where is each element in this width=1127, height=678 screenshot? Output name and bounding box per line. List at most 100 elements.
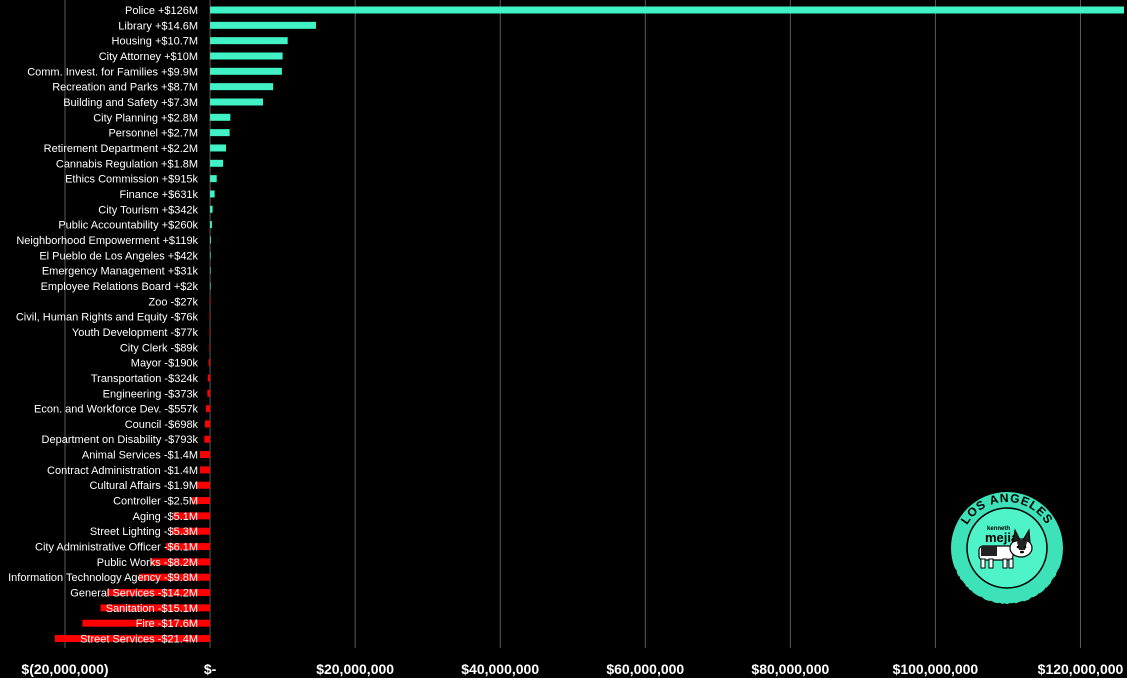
bar bbox=[165, 543, 211, 551]
category-label: Animal Services -$1.4M bbox=[82, 450, 198, 462]
category-label: City Tourism +$342k bbox=[98, 204, 198, 216]
bar bbox=[210, 21, 316, 29]
bar bbox=[199, 466, 211, 474]
bar bbox=[210, 282, 211, 290]
category-label: Public Accountability +$260k bbox=[58, 220, 198, 232]
category-label: Retirement Department +$2.2M bbox=[44, 143, 198, 155]
x-axis-tick-labels: $(20,000,000) $- $20,000,000 $40,000,000 $60… bbox=[21, 661, 1123, 677]
bar bbox=[209, 328, 211, 336]
bar bbox=[210, 175, 217, 183]
logo-name-large: mejia bbox=[985, 530, 1019, 545]
bar bbox=[210, 236, 211, 244]
bar bbox=[208, 359, 211, 367]
category-label: Aging -$5.1M bbox=[133, 511, 198, 523]
bar bbox=[209, 343, 211, 351]
bar bbox=[209, 313, 211, 321]
bar bbox=[205, 420, 211, 428]
bar bbox=[210, 37, 288, 45]
bar bbox=[210, 98, 264, 106]
corgi-mascot-icon bbox=[978, 528, 1033, 569]
bar bbox=[210, 113, 231, 121]
bar bbox=[210, 205, 213, 213]
bar bbox=[210, 221, 212, 229]
category-label: Youth Development -$77k bbox=[72, 327, 199, 339]
bar bbox=[210, 267, 211, 275]
category-label: Employee Relations Board +$2k bbox=[41, 281, 199, 293]
x-tick-label: $- bbox=[204, 661, 217, 677]
x-tick-label: $120,000,000 bbox=[1038, 661, 1124, 677]
bar bbox=[191, 497, 211, 505]
category-label: City Planning +$2.8M bbox=[93, 112, 198, 124]
category-label: City Clerk -$89k bbox=[120, 342, 199, 354]
bar bbox=[173, 512, 211, 520]
category-label: Department on Disability -$793k bbox=[42, 434, 199, 446]
x-tick-label: $80,000,000 bbox=[751, 661, 829, 677]
bar bbox=[210, 251, 211, 259]
bar bbox=[209, 297, 211, 305]
category-label: Housing +$10.7M bbox=[112, 36, 199, 48]
category-label: Engineering -$373k bbox=[103, 388, 199, 400]
gridlines bbox=[64, 0, 1081, 648]
category-label: Public Works -$8.2M bbox=[97, 557, 198, 569]
bar bbox=[210, 144, 227, 152]
category-label: El Pueblo de Los Angeles +$42k bbox=[39, 250, 198, 262]
category-labels: Police +$126M Library +$14.6M Housing +$10… bbox=[8, 5, 198, 646]
bar bbox=[210, 83, 274, 91]
bar bbox=[138, 573, 211, 581]
x-tick-label: $40,000,000 bbox=[461, 661, 539, 677]
bar bbox=[210, 52, 283, 60]
category-label: Sanitation -$15.1M bbox=[106, 603, 198, 615]
category-label: Ethics Commission +$915k bbox=[65, 174, 198, 186]
bar bbox=[54, 635, 211, 643]
bar bbox=[210, 67, 282, 75]
category-label: Emergency Management +$31k bbox=[42, 266, 199, 278]
bar bbox=[204, 435, 211, 443]
category-label: Street Services -$21.4M bbox=[80, 634, 198, 646]
bar bbox=[82, 619, 211, 627]
category-label: Information Technology Agency -$9.8M bbox=[8, 572, 198, 584]
bar bbox=[100, 604, 211, 612]
category-label: Cultural Affairs -$1.9M bbox=[89, 480, 198, 492]
category-label: Controller -$2.5M bbox=[113, 496, 198, 508]
category-label: Police +$126M bbox=[125, 5, 198, 17]
category-label: Contract Administration -$1.4M bbox=[47, 465, 198, 477]
bar bbox=[150, 558, 211, 566]
category-label: Civil, Human Rights and Equity -$76k bbox=[16, 312, 199, 324]
category-label: Personnel +$2.7M bbox=[108, 128, 198, 140]
bars bbox=[54, 6, 1125, 643]
bar bbox=[210, 159, 224, 167]
logo-name-small: kenneth bbox=[987, 526, 1010, 532]
category-label: Neighborhood Empowerment +$119k bbox=[16, 235, 198, 247]
bar bbox=[107, 589, 211, 597]
bar bbox=[206, 405, 211, 413]
x-tick-label: $(20,000,000) bbox=[21, 661, 108, 677]
category-label: Mayor -$190k bbox=[131, 358, 199, 370]
category-label: Econ. and Workforce Dev. -$557k bbox=[34, 404, 199, 416]
category-label: Council -$698k bbox=[125, 419, 199, 431]
x-tick-label: $60,000,000 bbox=[606, 661, 684, 677]
category-label: Transportation -$324k bbox=[91, 373, 199, 385]
category-label: Street Lighting -$5.3M bbox=[90, 526, 198, 538]
bar bbox=[207, 389, 211, 397]
x-tick-label: $100,000,000 bbox=[893, 661, 979, 677]
category-label: Comm. Invest. for Families +$9.9M bbox=[27, 66, 198, 78]
category-label: Zoo -$27k bbox=[149, 296, 199, 308]
category-label: Finance +$631k bbox=[119, 189, 198, 201]
category-label: Building and Safety +$7.3M bbox=[63, 97, 198, 109]
bar bbox=[210, 190, 215, 198]
bar bbox=[199, 451, 211, 459]
bar bbox=[171, 527, 211, 535]
category-label: City Administrative Officer -$6.1M bbox=[35, 542, 198, 554]
bar bbox=[210, 6, 1125, 14]
category-label: City Attorney +$10M bbox=[99, 51, 198, 63]
x-tick-label: $20,000,000 bbox=[316, 661, 394, 677]
la-city-controller-logo: LOS ANGELES CITY CONTROLLER kenneth meji… bbox=[945, 491, 1069, 614]
category-label: Fire -$17.6M bbox=[136, 618, 198, 630]
bar bbox=[210, 129, 230, 137]
category-label: Library +$14.6M bbox=[118, 20, 198, 32]
bar bbox=[207, 374, 211, 382]
bar bbox=[196, 481, 211, 489]
category-label: General Services -$14.2M bbox=[70, 588, 198, 600]
category-label: Recreation and Parks +$8.7M bbox=[52, 82, 198, 94]
